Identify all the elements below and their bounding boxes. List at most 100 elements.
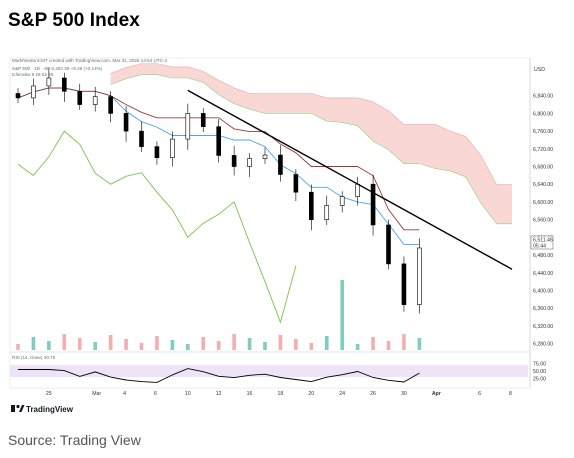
x-tick-label: 4: [123, 391, 126, 397]
y-tick-label: 6,400.00: [533, 288, 553, 294]
y-tick-label: 6,840.00: [533, 94, 553, 100]
x-tick-label: 30: [401, 391, 407, 397]
x-tick-label: 18: [277, 391, 283, 397]
volume-bar: [16, 344, 20, 350]
candle-body: [324, 205, 330, 220]
candlesticks: [15, 68, 422, 314]
tv-logo-text: TradingView: [26, 405, 74, 414]
cloud-span-b: [110, 74, 512, 225]
y-tick-label: 6,280.00: [533, 342, 553, 348]
source-caption: Source: Trading View: [8, 432, 141, 448]
x-tick-label: Apr: [432, 391, 441, 397]
x-tick-label: 24: [339, 391, 345, 397]
candle-body: [170, 138, 175, 158]
x-tick-label: 6: [478, 391, 481, 397]
x-tick-label: 10: [185, 391, 191, 397]
tv-logo-mark-3: [19, 405, 25, 412]
volume-bar: [155, 336, 159, 350]
volume-bar: [77, 338, 82, 350]
tv-logo-mark-1: [11, 405, 15, 412]
kijun-line: [17, 87, 420, 231]
volume-bar: [355, 344, 360, 350]
currency-label: USD: [534, 67, 545, 73]
chikou-line: [17, 130, 297, 324]
x-tick-label: 26: [370, 391, 376, 397]
volume-bar: [232, 334, 236, 350]
rsi-tick-label: 75.00: [533, 362, 546, 368]
volume-bar: [263, 342, 267, 350]
tv-logo-mark-2: [16, 404, 20, 409]
x-tick-label: 25: [46, 391, 52, 397]
y-tick-label: 6,480.00: [533, 253, 553, 259]
volume-bar: [124, 339, 128, 350]
candle-body: [401, 263, 407, 305]
candle-body: [46, 77, 52, 87]
volume-bar: [93, 342, 97, 350]
candle-body: [231, 155, 237, 167]
volume-bar: [371, 337, 375, 350]
volume-bar: [47, 341, 51, 350]
rsi-band: [10, 365, 528, 377]
y-tick-label: 6,360.00: [533, 306, 553, 312]
candle-body: [293, 174, 299, 193]
volume-bar: [31, 337, 36, 350]
x-tick-label: 12: [216, 391, 222, 397]
volume-bar: [324, 336, 329, 350]
resistance-trendline: [187, 89, 513, 270]
cloud-fill: [110, 63, 512, 224]
rsi-line: [18, 368, 420, 383]
candle-body: [355, 183, 360, 197]
y-tick-label: 6,440.00: [533, 271, 553, 277]
volume-bar: [170, 340, 175, 350]
candle-body: [139, 130, 144, 147]
price-axis: 6,840.00 6,800.00 6,760.00 6,720.00 6,680.00…: [533, 94, 553, 348]
ichimoku-cloud: [110, 63, 512, 225]
trendline-layer: [187, 89, 513, 270]
credit-text: MarkNewtonCMT created with TradingView.c…: [12, 58, 168, 63]
rsi-band-rect: [10, 365, 528, 377]
volume-bar: [186, 344, 190, 350]
candle-body: [108, 96, 113, 114]
volume-bar: [309, 343, 314, 350]
last-price-time: 05:44: [533, 244, 546, 250]
x-tick-label: 6: [154, 391, 157, 397]
volume-bar: [278, 335, 283, 350]
candle-body: [92, 96, 98, 105]
last-price-label: 6,511.46: [533, 238, 553, 244]
volume-bars: [16, 280, 422, 350]
volume-bar: [62, 334, 67, 350]
x-tick-label: 20: [308, 391, 314, 397]
rsi-tick-label: 50.00: [533, 369, 546, 375]
chart-frame: [9, 57, 531, 389]
candle-body: [15, 93, 21, 99]
candle-body: [247, 158, 252, 167]
candle-body: [200, 113, 206, 127]
candle-body: [370, 183, 376, 226]
volume-bar: [139, 343, 144, 350]
y-tick-label: 6,680.00: [533, 165, 553, 171]
candle-body: [417, 247, 422, 305]
x-tick-label: 8: [509, 391, 512, 397]
candle-body: [154, 146, 160, 158]
volume-bar: [294, 339, 298, 350]
y-tick-label: 6,320.00: [533, 324, 553, 330]
candle-body: [216, 126, 221, 156]
tradingview-logo: TradingView: [11, 404, 74, 414]
y-tick-label: 6,760.00: [533, 129, 553, 135]
x-tick-label: 16: [247, 391, 253, 397]
volume-bar: [201, 337, 206, 350]
y-tick-label: 6,640.00: [533, 182, 553, 188]
volume-bar: [216, 341, 221, 350]
y-tick-label: 6,560.00: [533, 218, 553, 224]
volume-bar: [417, 338, 422, 350]
legend-line-2: Ichimoku 9 26 52 26: [12, 72, 54, 77]
volume-bar: [386, 341, 391, 350]
candle-body: [62, 77, 67, 92]
y-tick-label: 6,600.00: [533, 200, 553, 206]
candle-body: [77, 90, 83, 105]
candle-body: [309, 191, 314, 220]
candle-body: [185, 113, 191, 140]
volume-bar: [340, 280, 344, 350]
